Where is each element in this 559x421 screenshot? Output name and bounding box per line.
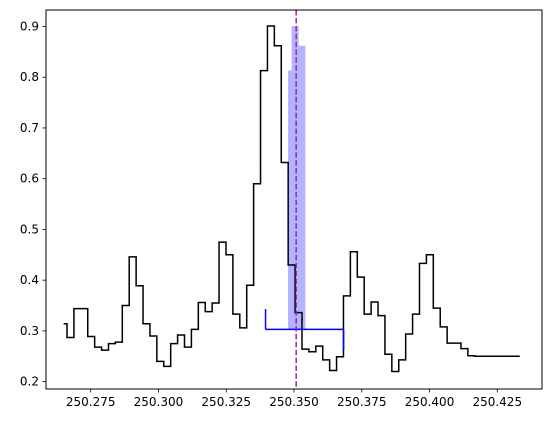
- y-tick-label: 0.8: [20, 70, 39, 84]
- x-tick-label: 250.425: [472, 395, 522, 409]
- plot-content: [63, 10, 520, 389]
- plot-area: [63, 10, 520, 389]
- y-tick-label: 0.5: [20, 222, 39, 236]
- x-tick-label: 250.300: [134, 395, 184, 409]
- x-axis: 250.275 250.300 250.325 250.350 250.375 250.4…: [66, 389, 522, 409]
- x-tick-label: 250.375: [337, 395, 387, 409]
- series-line-0: [63, 25, 520, 373]
- y-tick-label: 0.4: [20, 273, 39, 287]
- y-tick-label: 0.7: [20, 121, 39, 135]
- x-tick-label: 250.325: [201, 395, 251, 409]
- x-tick-label: 250.350: [269, 395, 319, 409]
- y-tick-label: 0.9: [20, 19, 39, 33]
- y-tick-label: 0.3: [20, 324, 39, 338]
- y-axis: 0.2 0.3 0.4 0.5 0.6 0.7 0.8 0.9: [20, 19, 46, 389]
- x-tick-label: 250.275: [66, 395, 116, 409]
- y-tick-label: 0.6: [20, 172, 39, 186]
- x-tick-label: 250.400: [405, 395, 455, 409]
- y-tick-label: 0.2: [20, 375, 39, 389]
